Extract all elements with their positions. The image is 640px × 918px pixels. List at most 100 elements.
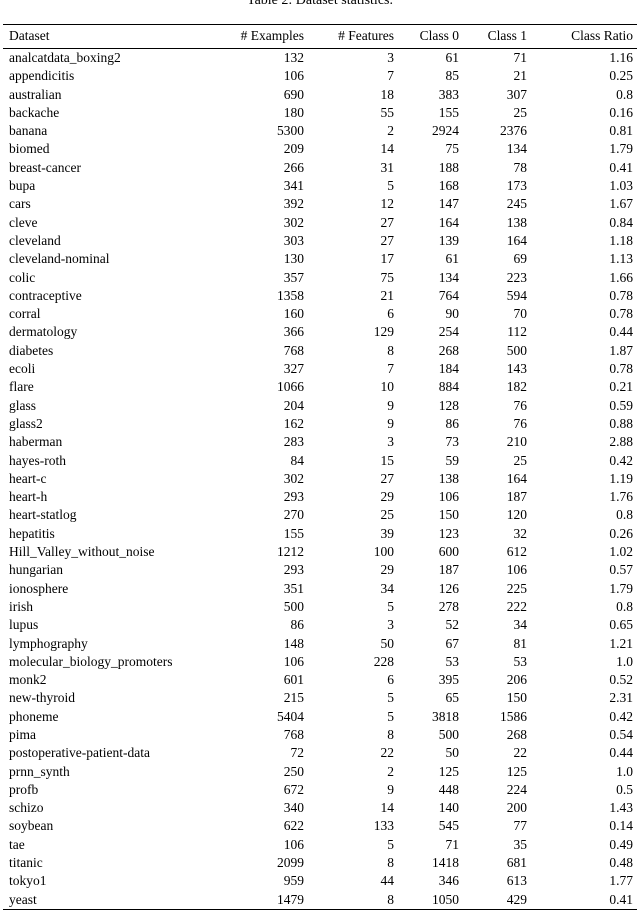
value-cell: 254 (438, 324, 459, 340)
value-cell: 0.41 (609, 159, 633, 175)
value-cell: 18 (380, 86, 395, 102)
value-cell: 0.21 (609, 379, 633, 395)
value-cell: 245 (506, 196, 527, 212)
value-cell: 278 (438, 598, 459, 614)
table-row: haberman 283 3 73 210 2.88 (3, 433, 637, 451)
value-cell: 1.87 (609, 342, 633, 358)
value-cell: 34 (380, 580, 395, 596)
value-cell: 0.65 (609, 617, 633, 633)
table-row: glass 204 9 128 76 0.59 (3, 397, 637, 415)
value-cell: 150 (438, 507, 459, 523)
header-row: Dataset # Examples # Features Class 0 Cl… (3, 24, 637, 49)
value-cell: 75 (445, 141, 460, 157)
table-row: australian 690 18 383 307 0.8 (3, 86, 637, 104)
table-row: hungarian 293 29 187 106 0.57 (3, 561, 637, 579)
value-cell: 86 (445, 415, 460, 431)
dataset-name-cell: banana (9, 123, 48, 139)
value-cell: 77 (513, 818, 528, 834)
table-row: lymphography 148 50 67 81 1.21 (3, 635, 637, 653)
value-cell: 0.59 (609, 397, 633, 413)
table-row: flare 1066 10 884 182 0.21 (3, 378, 637, 396)
table-body: analcatdata_boxing2 132 3 61 71 1.16 appendici… (3, 49, 637, 910)
table-row: molecular_biology_promoters 106 228 53 53 1.0 (3, 653, 637, 671)
dataset-name-cell: lymphography (9, 635, 88, 651)
value-cell: 346 (438, 873, 459, 889)
dataset-name-cell: monk2 (9, 672, 47, 688)
table-row: corral 160 6 90 70 0.78 (3, 305, 637, 323)
value-cell: 5 (387, 178, 394, 194)
header-features: # Features (338, 28, 394, 43)
dataset-name-cell: heart-h (9, 489, 48, 505)
value-cell: 1.79 (609, 141, 633, 157)
value-cell: 71 (513, 50, 528, 65)
header-examples: # Examples (240, 28, 304, 43)
value-cell: 138 (506, 214, 527, 230)
table-row: soybean 622 133 545 77 0.14 (3, 817, 637, 835)
value-cell: 55 (380, 104, 395, 120)
table-row: prnn_synth 250 2 125 125 1.0 (3, 763, 637, 781)
value-cell: 187 (438, 562, 459, 578)
value-cell: 429 (506, 891, 527, 907)
value-cell: 69 (513, 251, 528, 267)
value-cell: 283 (283, 434, 304, 450)
table-row: diabetes 768 8 268 500 1.87 (3, 342, 637, 360)
table-row: analcatdata_boxing2 132 3 61 71 1.16 (3, 49, 637, 68)
value-cell: 76 (513, 397, 528, 413)
dataset-name-cell: diabetes (9, 342, 54, 358)
value-cell: 112 (507, 324, 527, 340)
value-cell: 2924 (432, 123, 459, 139)
value-cell: 5404 (277, 708, 304, 724)
value-cell: 184 (438, 361, 459, 377)
value-cell: 500 (283, 598, 304, 614)
value-cell: 86 (290, 617, 305, 633)
value-cell: 0.16 (609, 104, 633, 120)
value-cell: 14 (380, 800, 395, 816)
table-row: irish 500 5 278 222 0.8 (3, 598, 637, 616)
dataset-name-cell: glass (9, 397, 36, 413)
table-row: lupus 86 3 52 34 0.65 (3, 616, 637, 634)
value-cell: 10 (380, 379, 395, 395)
value-cell: 44 (380, 873, 395, 889)
value-cell: 1.67 (609, 196, 633, 212)
table-row: banana 5300 2 2924 2376 0.81 (3, 122, 637, 140)
value-cell: 613 (506, 873, 527, 889)
value-cell: 164 (506, 232, 527, 248)
value-cell: 53 (445, 653, 460, 669)
value-cell: 594 (506, 287, 527, 303)
value-cell: 7 (387, 361, 394, 377)
value-cell: 15 (380, 452, 395, 468)
value-cell: 34 (513, 617, 528, 633)
dataset-name-cell: ecoli (9, 361, 36, 377)
value-cell: 6 (387, 672, 394, 688)
dataset-name-cell: glass2 (9, 415, 43, 431)
value-cell: 268 (438, 342, 459, 358)
value-cell: 25 (380, 507, 395, 523)
value-cell: 1.19 (609, 470, 633, 486)
value-cell: 200 (506, 800, 527, 816)
dataset-name-cell: profb (9, 781, 39, 797)
dataset-name-cell: prnn_synth (9, 763, 70, 779)
value-cell: 180 (283, 104, 304, 120)
value-cell: 130 (283, 251, 304, 267)
value-cell: 2 (387, 123, 394, 139)
table-row: profb 672 9 448 224 0.5 (3, 781, 637, 799)
value-cell: 600 (438, 544, 459, 560)
dataset-name-cell: australian (9, 86, 62, 102)
dataset-name-cell: contraceptive (9, 287, 82, 303)
table-row: biomed 209 14 75 134 1.79 (3, 140, 637, 158)
value-cell: 1.18 (609, 232, 633, 248)
dataset-name-cell: postoperative-patient-data (9, 745, 150, 761)
value-cell: 5 (387, 708, 394, 724)
value-cell: 7 (387, 68, 394, 84)
value-cell: 1.02 (609, 544, 633, 560)
value-cell: 500 (438, 726, 459, 742)
value-cell: 73 (445, 434, 460, 450)
table-row: heart-c 302 27 138 164 1.19 (3, 470, 637, 488)
value-cell: 71 (445, 836, 460, 852)
dataset-name-cell: heart-c (9, 470, 47, 486)
dataset-name-cell: cleveland-nominal (9, 251, 110, 267)
dataset-name-cell: flare (9, 379, 34, 395)
value-cell: 681 (506, 855, 527, 871)
value-cell: 52 (445, 617, 460, 633)
value-cell: 75 (380, 269, 395, 285)
